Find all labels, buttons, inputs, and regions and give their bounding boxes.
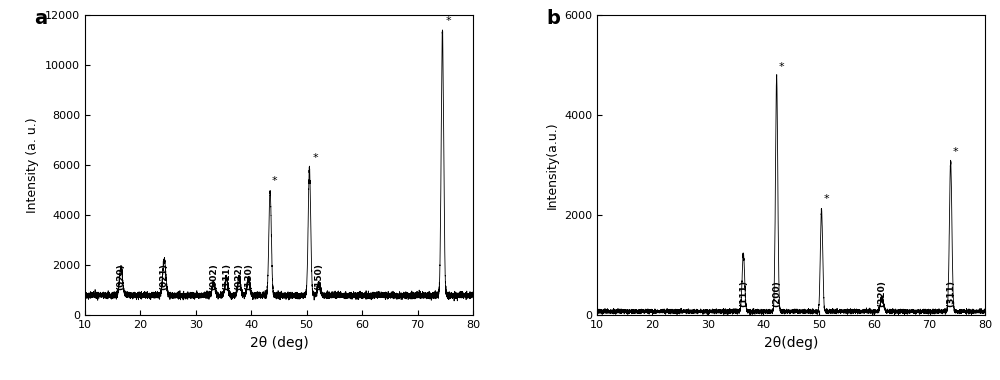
- Text: (220): (220): [877, 280, 886, 307]
- Text: *: *: [445, 16, 451, 26]
- Y-axis label: Intensity(a.u.): Intensity(a.u.): [546, 122, 559, 209]
- Text: (020): (020): [117, 264, 126, 290]
- Text: (002): (002): [209, 264, 218, 290]
- Text: *: *: [272, 176, 277, 186]
- Text: (111): (111): [222, 263, 231, 290]
- Text: (150): (150): [314, 263, 323, 290]
- Text: (022): (022): [235, 263, 244, 290]
- Text: (111): (111): [739, 280, 748, 307]
- X-axis label: 2θ (deg): 2θ (deg): [250, 336, 308, 350]
- Text: (200): (200): [772, 281, 781, 307]
- Text: (311): (311): [946, 280, 955, 307]
- Y-axis label: Intensity (a. u.): Intensity (a. u.): [26, 117, 39, 213]
- Text: *: *: [778, 62, 784, 72]
- Text: (130): (130): [244, 263, 253, 290]
- Text: (021): (021): [160, 263, 169, 290]
- Text: *: *: [953, 147, 958, 157]
- Text: b: b: [547, 9, 561, 28]
- Text: *: *: [824, 194, 829, 204]
- Text: a: a: [35, 9, 48, 28]
- X-axis label: 2θ(deg): 2θ(deg): [764, 336, 818, 350]
- Text: *: *: [312, 153, 318, 163]
